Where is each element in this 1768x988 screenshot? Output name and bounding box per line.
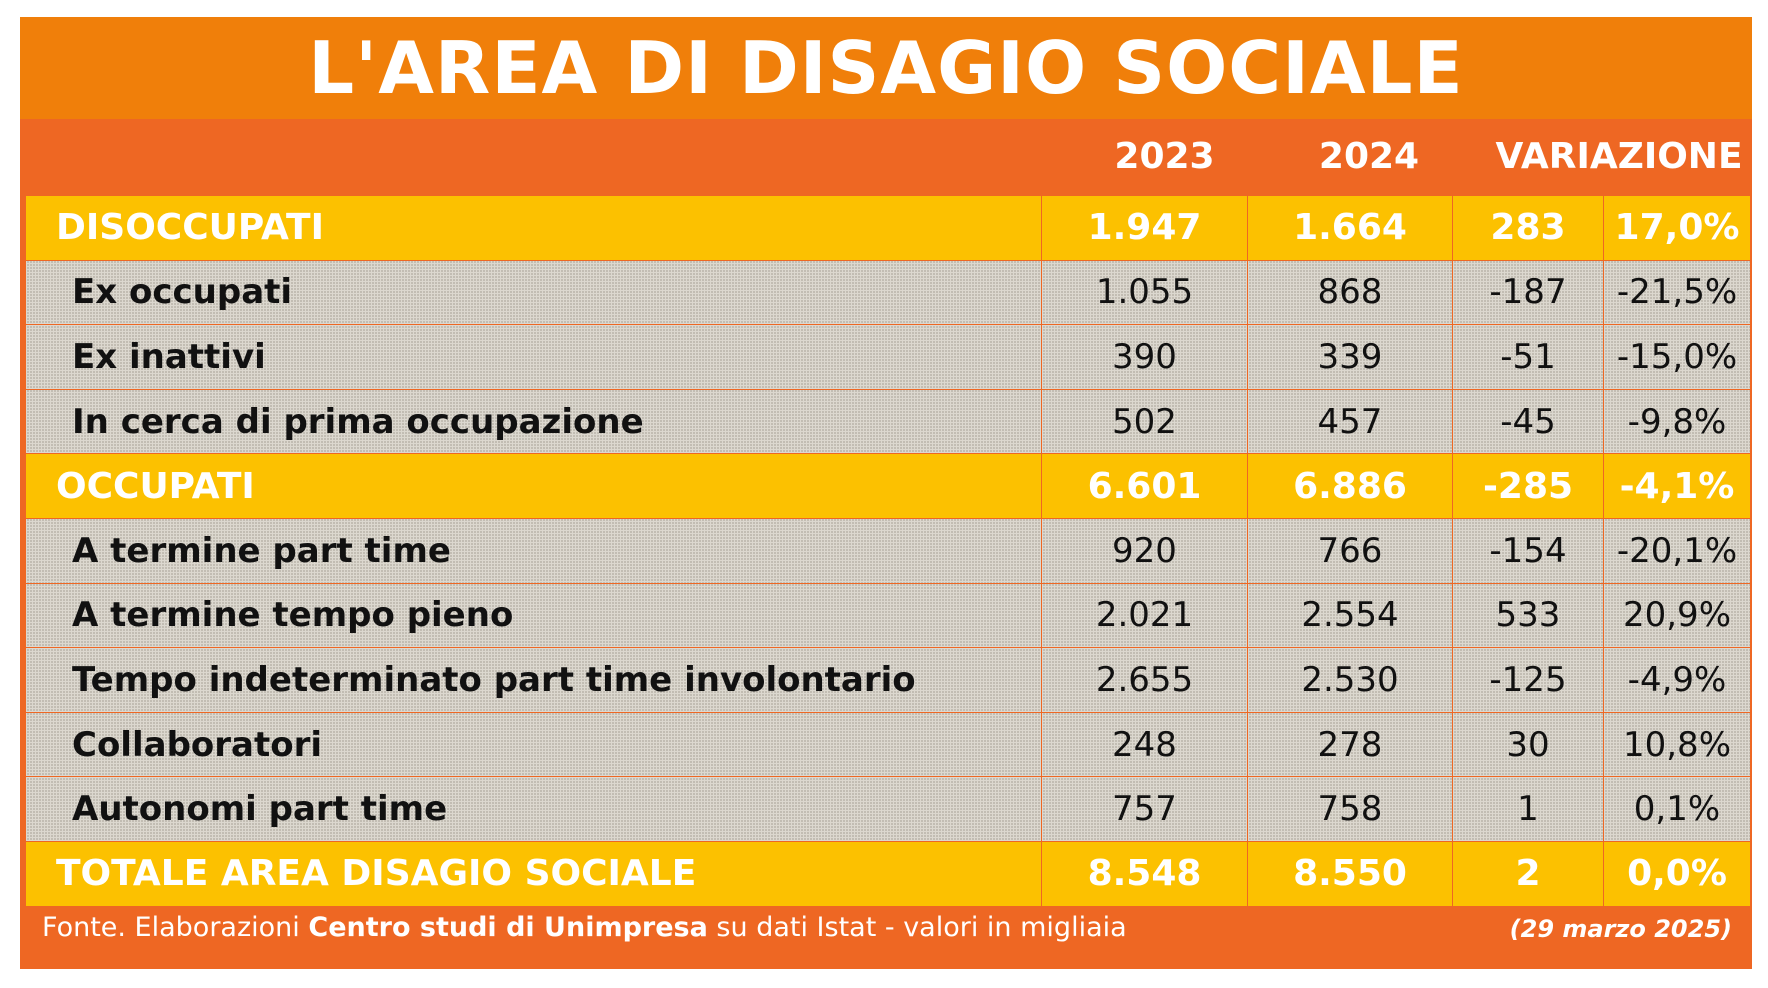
variation-pct: 17,0%	[1603, 195, 1751, 261]
value-2023: 248	[1041, 711, 1248, 778]
variation-pct: -9,8%	[1603, 388, 1751, 455]
value-2024: 758	[1247, 776, 1453, 842]
table-row: DISOCCUPATI 1.947 1.664 283 17,0%	[25, 195, 1751, 261]
table-row: A termine tempo pieno 2.021 2.554 533 20,9%	[25, 582, 1751, 649]
table-row: A termine part time 920 766 -154 -20,1%	[25, 517, 1751, 584]
row-label: Ex inattivi	[25, 324, 1042, 390]
row-label: DISOCCUPATI	[25, 195, 1042, 261]
row-label: TOTALE AREA DISAGIO SOCIALE	[25, 840, 1042, 907]
row-label: Tempo indeterminato part time involontar…	[25, 647, 1042, 713]
table-row: OCCUPATI 6.601 6.886 -285 -4,1%	[25, 453, 1751, 519]
header-variation: VARIAZIONE	[1495, 136, 1743, 177]
row-label: Autonomi part time	[25, 776, 1042, 842]
date-label: (29 marzo 2025)	[1509, 915, 1732, 943]
data-table: DISOCCUPATI 1.947 1.664 283 17,0% Ex occupati…	[25, 195, 1751, 907]
variation-pct: 0,0%	[1603, 840, 1751, 907]
table-row: Autonomi part time 757 758 1 0,1%	[25, 776, 1751, 842]
value-2024: 278	[1247, 711, 1453, 778]
table-row: Tempo indeterminato part time involontar…	[25, 647, 1751, 713]
header-2024: 2024	[1318, 136, 1420, 177]
variation-pct: -4,9%	[1603, 647, 1751, 713]
variation-abs: -154	[1452, 517, 1604, 584]
value-2024: 339	[1247, 324, 1453, 390]
row-label: Ex occupati	[25, 259, 1042, 326]
value-2024: 766	[1247, 517, 1453, 584]
table-row: Ex occupati 1.055 868 -187 -21,5%	[25, 259, 1751, 326]
variation-abs: -45	[1452, 388, 1604, 455]
variation-pct: 10,8%	[1603, 711, 1751, 778]
value-2023: 920	[1041, 517, 1248, 584]
variation-pct: -4,1%	[1603, 453, 1751, 519]
value-2023: 8.548	[1041, 840, 1248, 907]
source-name: Centro studi di Unimpresa	[308, 912, 708, 943]
row-label: In cerca di prima occupazione	[25, 388, 1042, 455]
table-row: In cerca di prima occupazione 502 457 -45 -9…	[25, 388, 1751, 455]
row-label: OCCUPATI	[25, 453, 1042, 519]
value-2023: 1.947	[1041, 195, 1248, 261]
row-label: Collaboratori	[25, 711, 1042, 778]
variation-abs: -51	[1452, 324, 1604, 390]
variation-pct: 0,1%	[1603, 776, 1751, 842]
variation-abs: -125	[1452, 647, 1604, 713]
value-2024: 868	[1247, 259, 1453, 326]
variation-abs: 533	[1452, 582, 1604, 649]
source-note: Fonte. Elaborazioni Centro studi di Unim…	[42, 912, 1127, 943]
variation-abs: 30	[1452, 711, 1604, 778]
value-2023: 757	[1041, 776, 1248, 842]
value-2024: 2.554	[1247, 582, 1453, 649]
value-2023: 390	[1041, 324, 1248, 390]
page-title: L'AREA DI DISAGIO SOCIALE	[20, 17, 1752, 119]
row-label: A termine tempo pieno	[25, 582, 1042, 649]
variation-abs: 2	[1452, 840, 1604, 907]
value-2024: 1.664	[1247, 195, 1453, 261]
table-row: TOTALE AREA DISAGIO SOCIALE 8.548 8.550 2 0,…	[25, 840, 1751, 907]
table-row: Ex inattivi 390 339 -51 -15,0%	[25, 324, 1751, 390]
value-2023: 2.021	[1041, 582, 1248, 649]
value-2023: 1.055	[1041, 259, 1248, 326]
table-row: Collaboratori 248 278 30 10,8%	[25, 711, 1751, 778]
source-suffix: su dati Istat - valori in migliaia	[707, 912, 1127, 943]
header-2023: 2023	[1114, 136, 1215, 177]
value-2024: 8.550	[1247, 840, 1453, 907]
value-2024: 457	[1247, 388, 1453, 455]
variation-pct: -15,0%	[1603, 324, 1751, 390]
value-2024: 6.886	[1247, 453, 1453, 519]
variation-pct: -21,5%	[1603, 259, 1751, 326]
variation-abs: -285	[1452, 453, 1604, 519]
source-prefix: Fonte. Elaborazioni	[42, 912, 309, 943]
value-2023: 2.655	[1041, 647, 1248, 713]
variation-abs: -187	[1452, 259, 1604, 326]
row-label: A termine part time	[25, 517, 1042, 584]
variation-abs: 1	[1452, 776, 1604, 842]
value-2023: 6.601	[1041, 453, 1248, 519]
value-2024: 2.530	[1247, 647, 1453, 713]
variation-abs: 283	[1452, 195, 1604, 261]
value-2023: 502	[1041, 388, 1248, 455]
variation-pct: 20,9%	[1603, 582, 1751, 649]
infographic-frame: L'AREA DI DISAGIO SOCIALE 2023 2024 VARI…	[20, 17, 1752, 969]
variation-pct: -20,1%	[1603, 517, 1751, 584]
